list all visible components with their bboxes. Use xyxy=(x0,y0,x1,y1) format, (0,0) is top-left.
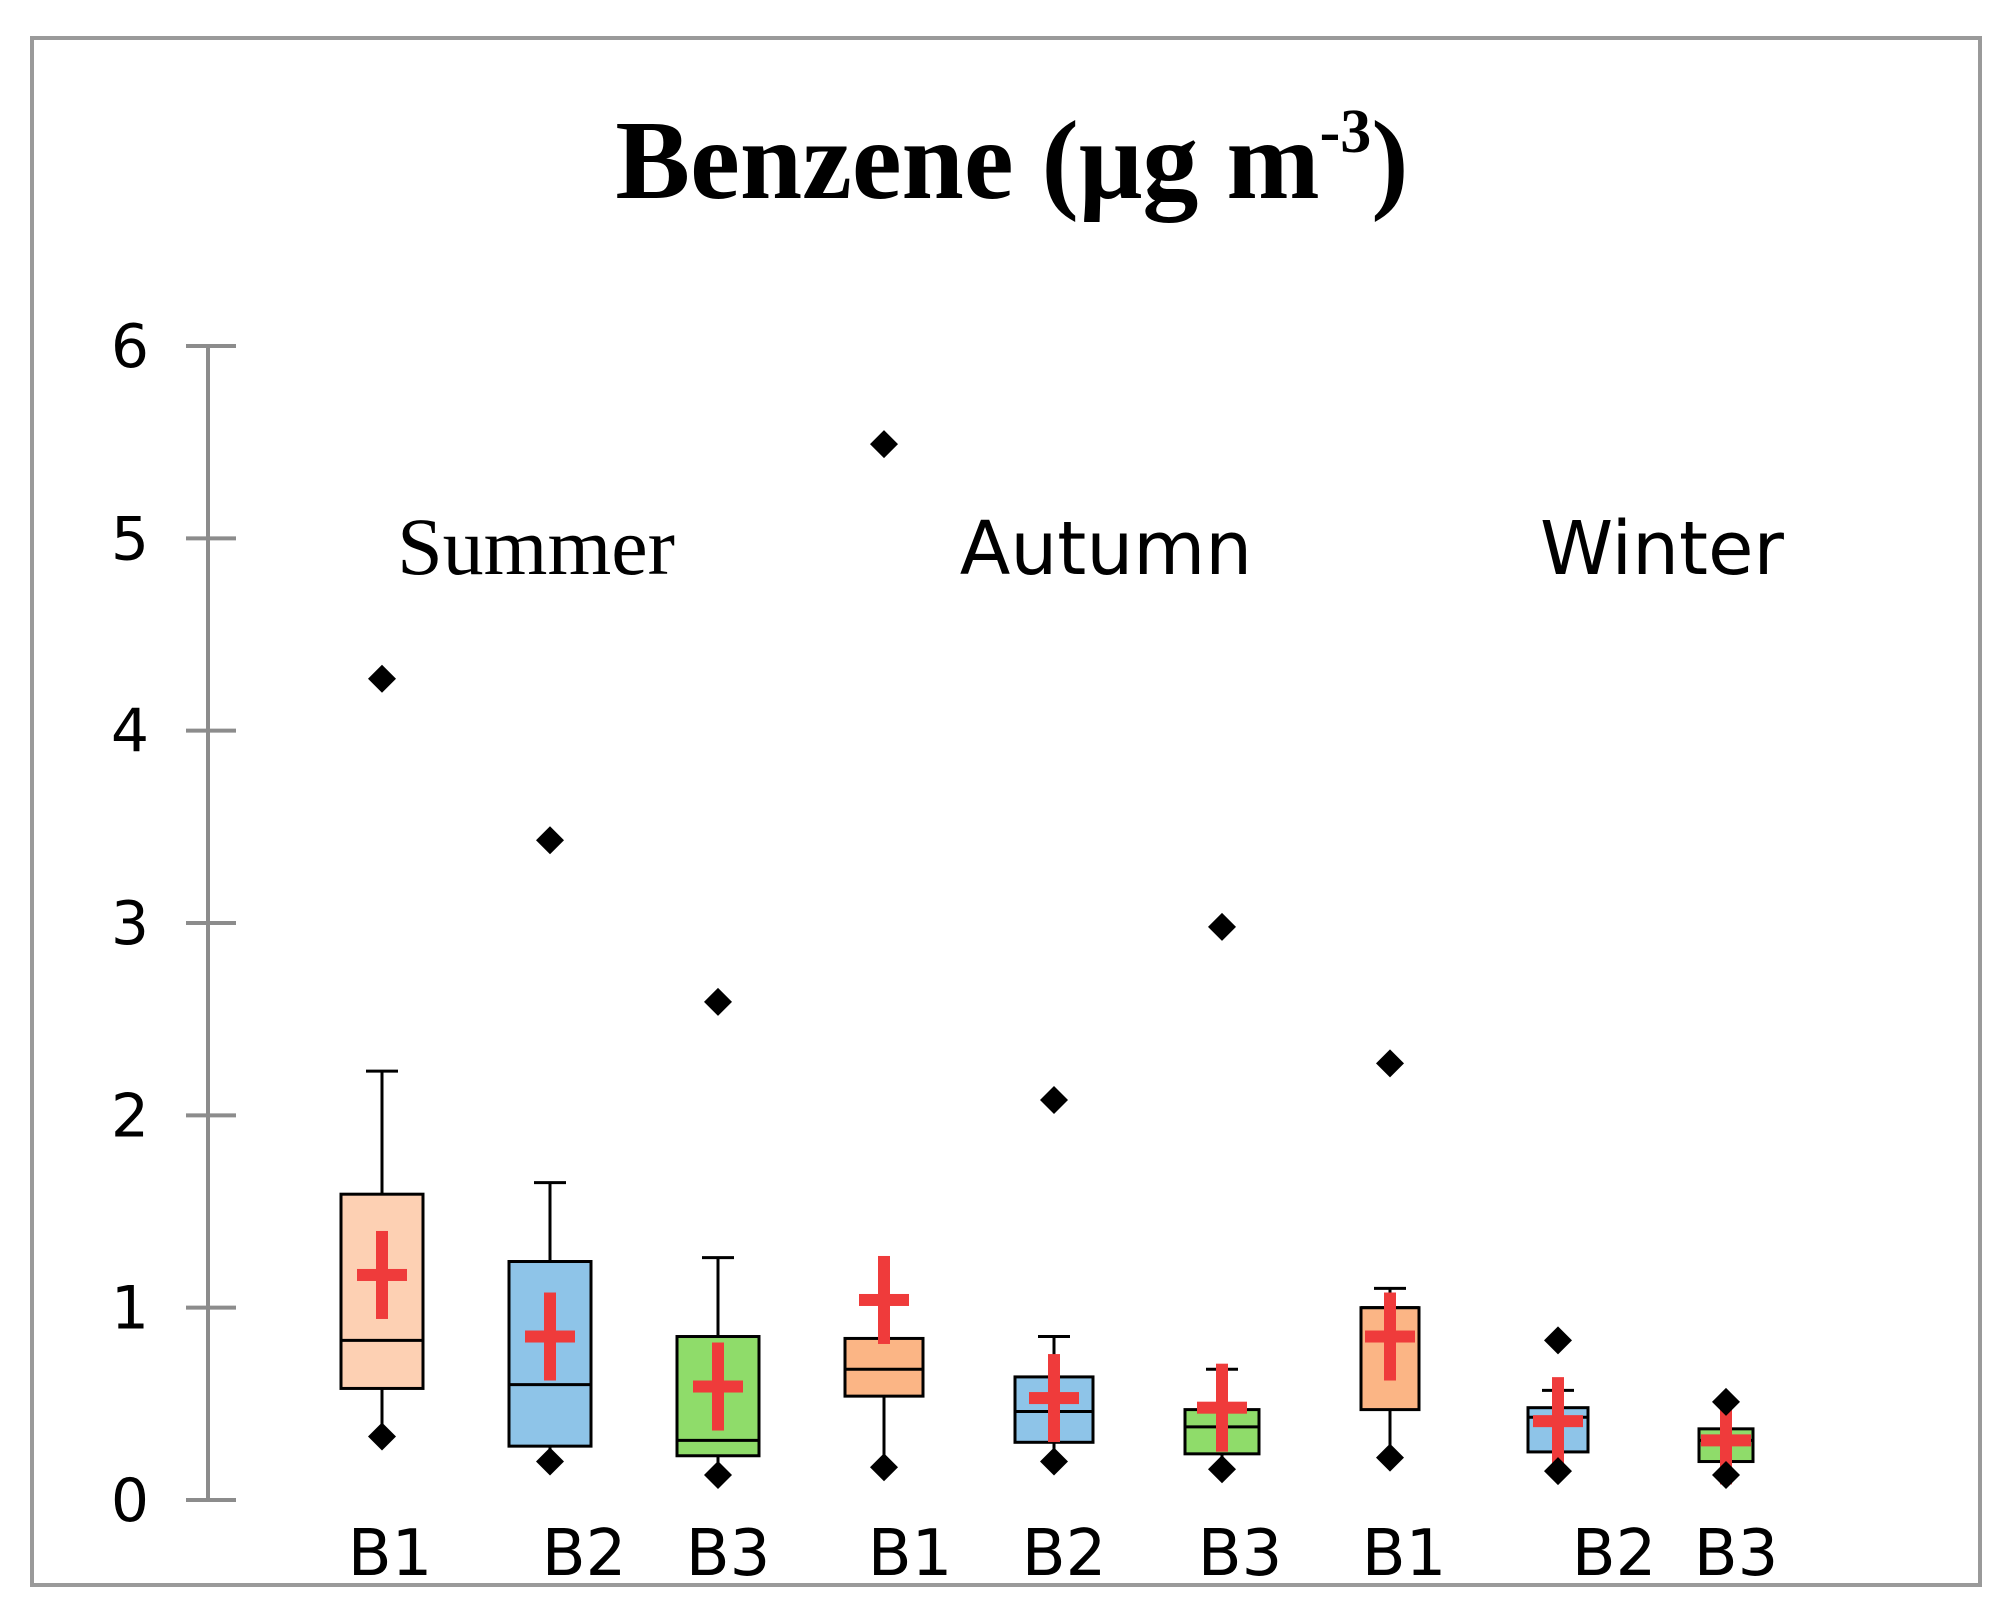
max-marker xyxy=(1376,1049,1404,1078)
max-marker xyxy=(1040,1085,1068,1114)
max-marker xyxy=(1544,1326,1572,1355)
y-axis: 0 1 2 3 4 5 6 xyxy=(111,312,236,1536)
max-marker xyxy=(368,664,396,693)
box-plots xyxy=(339,430,1755,1489)
season-labels: Summer Autumn Winter xyxy=(397,501,1784,592)
mean-marker-vertical xyxy=(878,1255,890,1344)
max-marker xyxy=(704,987,732,1016)
min-marker xyxy=(536,1447,564,1476)
min-marker xyxy=(1544,1457,1572,1486)
box-autumn-b2 xyxy=(1013,1335,1095,1462)
y-tick-label: 2 xyxy=(111,1081,149,1151)
y-tick-label: 1 xyxy=(111,1274,149,1344)
benzene-box-chart: Benzene (μg m-3) 0 1 2 3 4 5 6 Summer Autumn Win… xyxy=(111,98,1785,1591)
box-summer-b3 xyxy=(675,1256,761,1475)
y-tick-label: 3 xyxy=(111,889,149,959)
category-label-b1: B1 xyxy=(348,1517,433,1591)
category-label-b2: B2 xyxy=(1022,1517,1107,1591)
max-marker xyxy=(1712,1387,1740,1416)
mean-marker-vertical xyxy=(1552,1377,1564,1466)
chart-title-superscript: -3 xyxy=(1320,98,1372,166)
box-winter-b2 xyxy=(1526,1377,1590,1472)
chart-title: Benzene (μg m-3) xyxy=(615,98,1408,223)
box-autumn-b1 xyxy=(843,1255,925,1468)
max-marker xyxy=(870,430,898,459)
iqr-box xyxy=(843,1336,925,1398)
season-label-winter: Winter xyxy=(1540,506,1785,592)
box-summer-b1 xyxy=(339,1069,425,1437)
season-label-autumn: Autumn xyxy=(960,506,1252,592)
y-tick-label: 0 xyxy=(111,1466,149,1536)
y-tick-label: 5 xyxy=(111,504,149,574)
category-label-b2: B2 xyxy=(1572,1517,1657,1591)
mean-marker-vertical xyxy=(1216,1363,1228,1452)
mean-marker-vertical xyxy=(1720,1396,1732,1485)
y-tick-label: 4 xyxy=(111,697,149,767)
min-marker xyxy=(1208,1455,1236,1484)
mean-marker-vertical xyxy=(1048,1354,1060,1443)
category-labels: B1 B2 B3 B1 B2 B3 B1 B2 B3 xyxy=(348,1517,1779,1591)
min-marker xyxy=(1376,1443,1404,1472)
min-marker xyxy=(1712,1460,1740,1489)
min-marker xyxy=(1040,1447,1068,1476)
category-label-b3: B3 xyxy=(1198,1517,1283,1591)
min-marker xyxy=(368,1422,396,1451)
chart-frame: Benzene (μg m-3) 0 1 2 3 4 5 6 Summer Autumn Win… xyxy=(30,36,1982,1591)
category-label-b3: B3 xyxy=(1694,1517,1779,1591)
chart-title-close: ) xyxy=(1371,99,1408,223)
min-marker xyxy=(870,1453,898,1482)
category-label-b3: B3 xyxy=(686,1517,771,1591)
box-autumn-b3 xyxy=(1183,1363,1261,1470)
mean-marker-vertical xyxy=(712,1342,724,1431)
max-marker xyxy=(1208,912,1236,941)
category-label-b1: B1 xyxy=(868,1517,953,1591)
chart-title-main: Benzene (μg m xyxy=(615,99,1319,223)
box-winter-b1 xyxy=(1359,1286,1421,1458)
mean-marker-vertical xyxy=(544,1292,556,1381)
box-summer-b2 xyxy=(507,1181,593,1462)
category-label-b2: B2 xyxy=(542,1517,627,1591)
mean-marker-vertical xyxy=(1384,1292,1396,1381)
category-label-b1: B1 xyxy=(1362,1517,1447,1591)
box-winter-b3 xyxy=(1697,1396,1755,1485)
season-label-summer: Summer xyxy=(397,501,675,592)
mean-marker-vertical xyxy=(376,1230,388,1319)
y-tick-label: 6 xyxy=(111,312,149,382)
max-marker xyxy=(536,826,564,855)
min-marker xyxy=(704,1460,732,1489)
